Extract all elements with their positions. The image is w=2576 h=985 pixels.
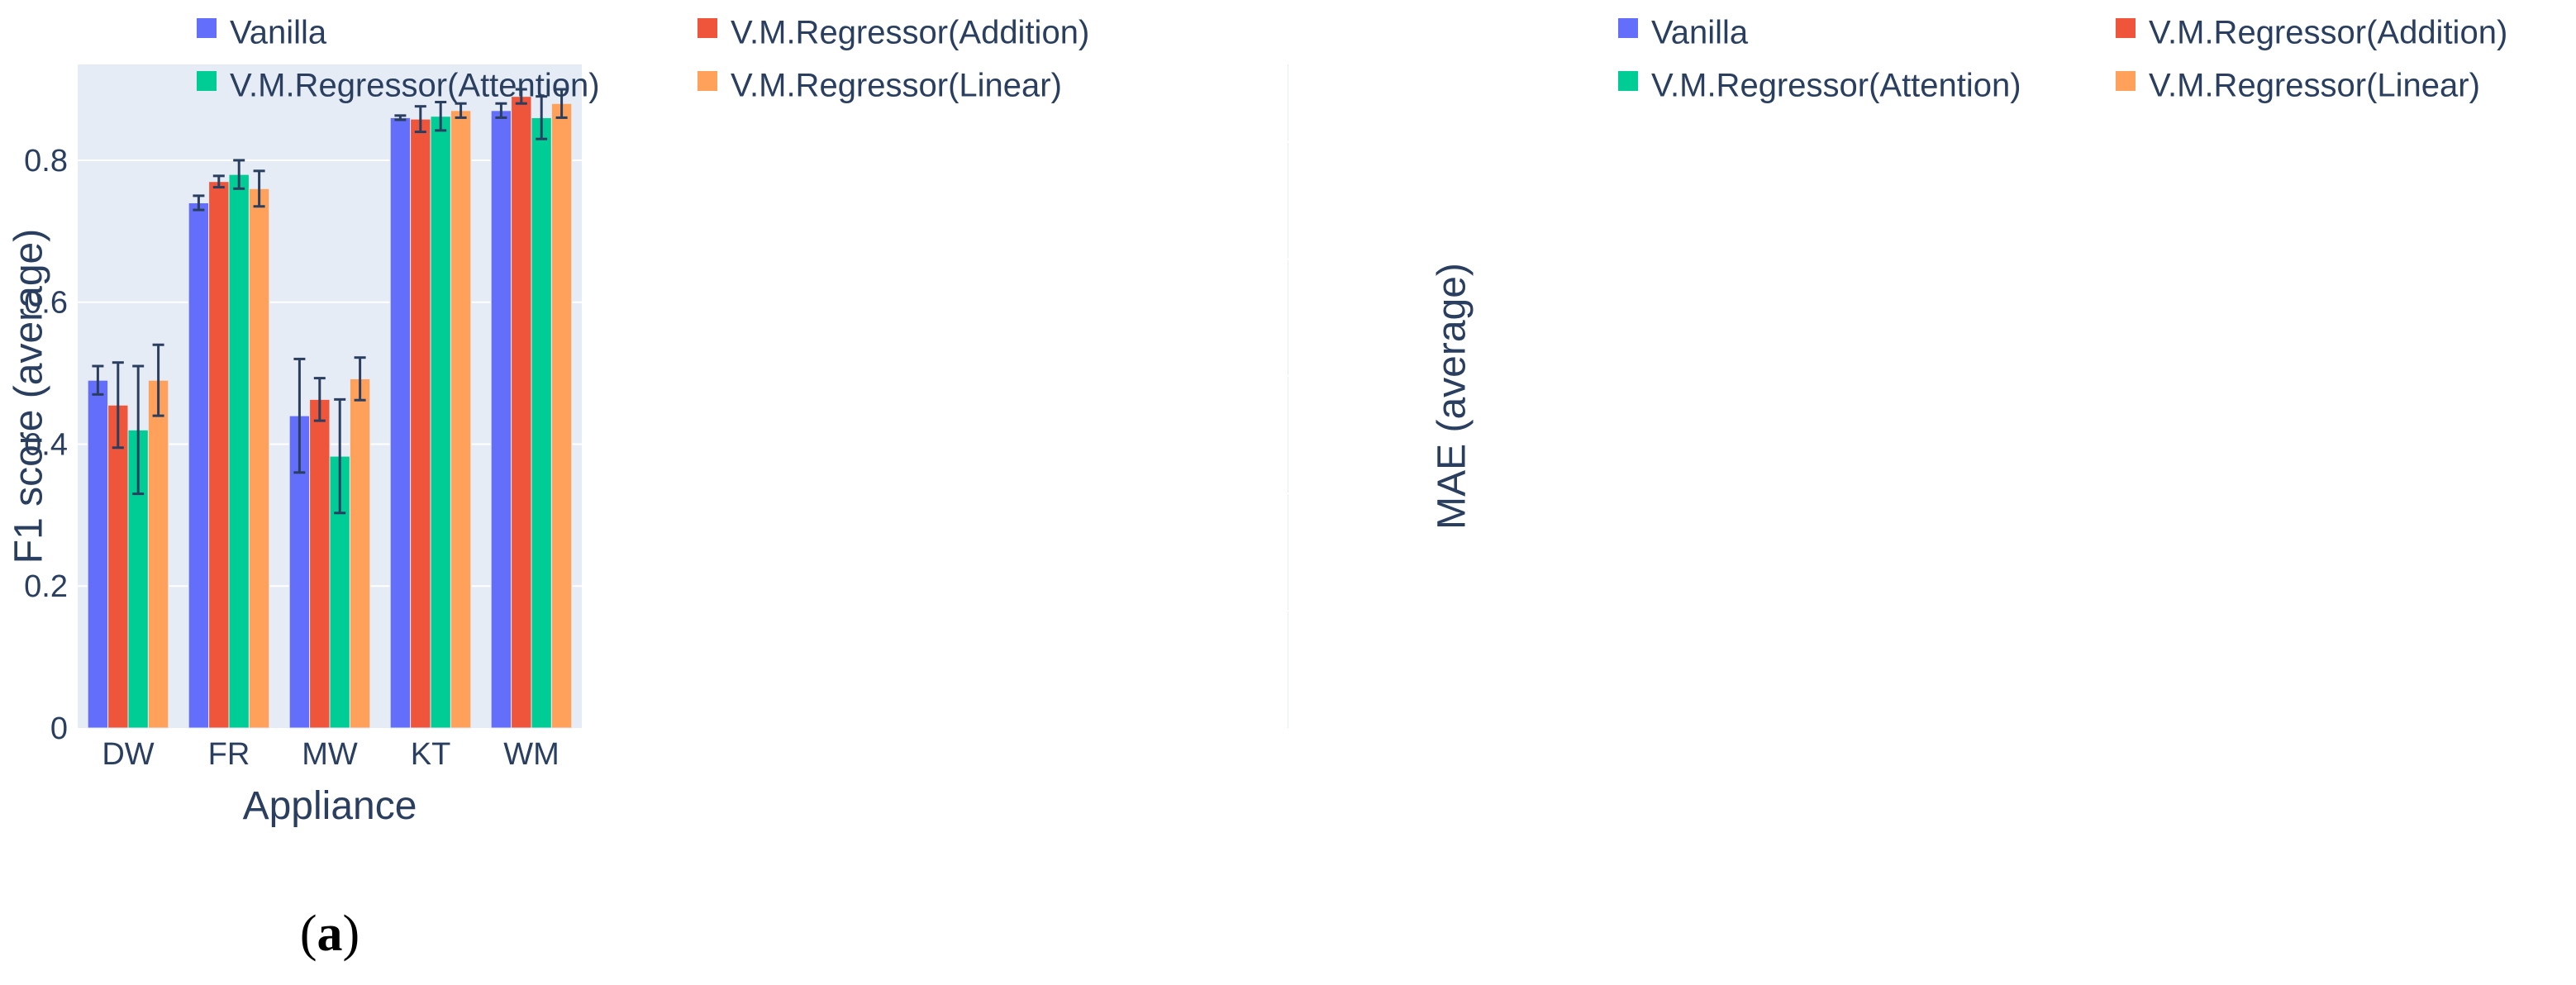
error-bar — [313, 377, 326, 422]
error-bar — [334, 397, 346, 515]
error-bar — [92, 364, 104, 396]
error-bar — [212, 174, 225, 189]
x-tick-label: DW — [102, 737, 154, 772]
x-tick-label: MW — [302, 737, 358, 772]
error-bar — [152, 343, 164, 417]
legend-label: Vanilla — [1651, 15, 1749, 51]
legend-swatch — [197, 71, 217, 91]
legend-label: V.M.Regressor(Linear) — [2149, 68, 2480, 104]
error-bar — [354, 356, 366, 402]
bar-wm-series-2 — [531, 117, 552, 729]
chart-svg: 0510152025DWFRMWKTWMApplianceMAE (averag… — [1288, 15, 2507, 728]
legend-swatch — [1618, 18, 1638, 38]
error-bar — [555, 88, 568, 119]
legend-swatch — [1618, 71, 1638, 91]
legend-label: V.M.Regressor(Addition) — [731, 15, 1089, 51]
legend-swatch — [698, 18, 717, 38]
error-bar — [414, 105, 426, 134]
bar-fr-series-2 — [228, 174, 250, 729]
legend-item-3[interactable]: V.M.Regressor(Linear) — [698, 68, 1062, 104]
error-bar — [193, 194, 205, 212]
error-bar — [253, 169, 265, 208]
bar-dw-series-0 — [87, 379, 109, 729]
subfigure-caption: (a) — [300, 906, 359, 962]
legend-item-3[interactable]: V.M.Regressor(Linear) — [2116, 68, 2480, 104]
error-bar — [536, 95, 548, 140]
legend-label: Vanilla — [230, 15, 327, 51]
legend-label: V.M.Regressor(Attention) — [1651, 68, 2021, 104]
bar-kt-series-2 — [430, 116, 451, 729]
x-tick-label: KT — [411, 737, 451, 772]
legend-label: V.M.Regressor(Attention) — [230, 68, 600, 104]
y-axis-title: F1 score (average) — [7, 229, 51, 564]
chart-panel-b: 0510152025DWFRMWKTWMApplianceMAE (averag… — [1288, 0, 2575, 985]
y-tick-label: 0.6 — [24, 286, 68, 321]
bar-dw-series-3 — [147, 379, 169, 729]
x-tick-label: WM — [503, 737, 559, 772]
error-bar — [515, 88, 527, 105]
x-axis-title: Appliance — [243, 784, 417, 828]
bar-wm-series-0 — [490, 110, 512, 729]
legend-item-2[interactable]: V.M.Regressor(Attention) — [197, 68, 600, 104]
bar-mw-series-3 — [349, 378, 371, 729]
legend-item-0[interactable]: Vanilla — [197, 15, 327, 51]
error-bar — [132, 364, 145, 496]
legend-item-1[interactable]: V.M.Regressor(Addition) — [698, 15, 1089, 51]
chart-svg: 0 0.2 0.4 0.6 0.8 DW FR MW KT WM Appliance F1 score… — [7, 15, 1090, 962]
bar-wm-series-1 — [511, 96, 532, 729]
bar-kt-series-1 — [410, 118, 431, 729]
bar-mw-series-1 — [309, 398, 331, 729]
bar-fr-series-0 — [188, 202, 210, 729]
error-bar — [293, 357, 306, 474]
error-bar — [495, 102, 507, 119]
error-bar — [394, 114, 407, 121]
y-tick-label: 0.4 — [24, 427, 68, 462]
legend-item-0[interactable]: Vanilla — [1618, 15, 1749, 51]
error-bar — [233, 159, 245, 190]
x-tick-label: FR — [208, 737, 250, 772]
bar-fr-series-1 — [208, 181, 230, 729]
error-bar — [112, 361, 124, 450]
bar-kt-series-0 — [389, 117, 412, 729]
legend-label: V.M.Regressor(Linear) — [731, 68, 1062, 104]
bar-fr-series-3 — [248, 188, 270, 729]
y-tick-label: 0 — [50, 711, 68, 746]
bar-kt-series-3 — [450, 110, 472, 729]
legend-item-1[interactable]: V.M.Regressor(Addition) — [2116, 15, 2507, 51]
legend-swatch — [2116, 71, 2136, 91]
y-tick-label: 0.2 — [24, 569, 68, 604]
legend-label: V.M.Regressor(Addition) — [2149, 15, 2507, 51]
legend-swatch — [698, 71, 717, 91]
error-bar — [435, 101, 447, 132]
bar-dw-series-1 — [107, 404, 129, 729]
chart-panel-a: 0 0.2 0.4 0.6 0.8 DW FR MW KT WM Appliance F1 score… — [7, 15, 1090, 962]
y-tick-label: 0.8 — [24, 144, 68, 178]
y-axis-title: MAE (average) — [1431, 263, 1474, 530]
bar-wm-series-3 — [550, 102, 573, 729]
legend-swatch — [2116, 18, 2136, 38]
legend-swatch — [197, 18, 217, 38]
error-bar — [455, 102, 467, 119]
legend-item-2[interactable]: V.M.Regressor(Attention) — [1618, 68, 2021, 104]
